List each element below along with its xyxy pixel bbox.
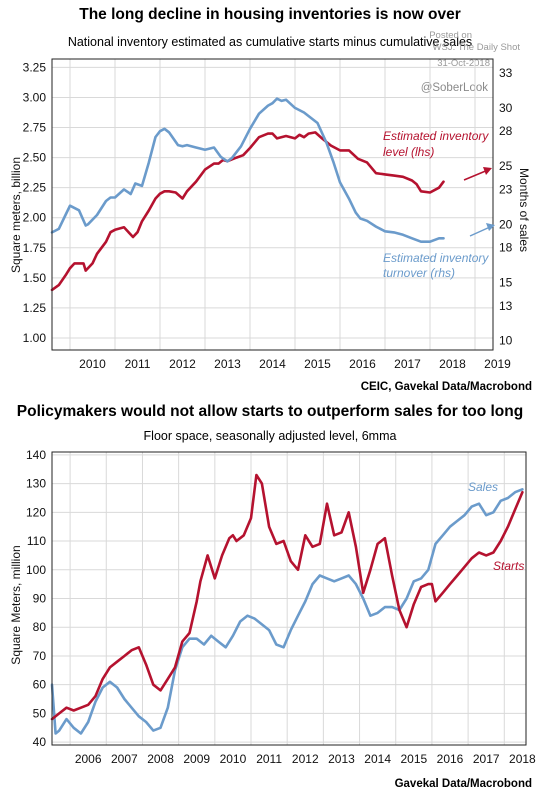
bottom-series-blue-line — [50, 487, 524, 735]
annotation-level-line1: Estimated inventory — [383, 129, 489, 143]
top-xtick-label: 2013 — [214, 357, 241, 371]
top-y2tick-label: 33 — [499, 66, 513, 80]
arrow-turnover-to-rhs — [469, 226, 491, 237]
bottom-xtick-label: 2007 — [111, 752, 138, 766]
bottom-ytick-label: 100 — [26, 563, 46, 577]
bottom-ytick-label: 120 — [26, 505, 46, 519]
top-xtick-label: 2012 — [169, 357, 196, 371]
bottom-chart-subtitle: Floor space, seasonally adjusted level, … — [144, 429, 397, 443]
top-left-axis-label: Square meters, billion — [9, 157, 23, 273]
bottom-xtick-label: 2009 — [183, 752, 210, 766]
bottom-ytick-label: 50 — [33, 706, 47, 720]
watermark-source: WSJ: The Daily Shot — [433, 42, 521, 53]
series-label-sales: Sales — [468, 480, 498, 494]
bottom-xtick-label: 2006 — [75, 752, 102, 766]
top-xtick-label: 2015 — [304, 357, 331, 371]
bottom-xtick-label: 2014 — [364, 752, 391, 766]
top-y2tick-label: 20 — [499, 217, 513, 231]
top-y2tick-label: 30 — [499, 101, 513, 115]
arrow-turnover-head — [486, 223, 495, 231]
top-y2tick-label: 28 — [499, 124, 513, 138]
top-xtick-label: 2011 — [125, 357, 151, 371]
top-y2tick-label: 10 — [499, 334, 513, 348]
watermark-handle: @SoberLook — [421, 82, 489, 94]
bottom-chart-source: Gavekal Data/Macrobond — [395, 778, 532, 790]
bottom-ytick-label: 110 — [27, 534, 46, 548]
bottom-xtick-label: 2012 — [292, 752, 319, 766]
top-ytick-label: 1.50 — [23, 271, 47, 285]
top-ytick-label: 2.75 — [23, 121, 47, 135]
bottom-xtick-label: 2010 — [220, 752, 247, 766]
top-ytick-label: 1.25 — [23, 301, 47, 315]
annotation-level-line2: level (lhs) — [383, 145, 434, 159]
watermark-date: 31-Oct-2018 — [437, 58, 490, 69]
top-plot-frame — [51, 58, 494, 351]
arrow-level-to-rhs — [463, 169, 489, 181]
bottom-xtick-label: 2013 — [328, 752, 355, 766]
top-right-axis-label: Months of sales — [517, 168, 531, 252]
bottom-ytick-label: 40 — [33, 735, 47, 749]
bottom-ytick-label: 60 — [33, 678, 47, 692]
top-chart-title: The long decline in housing inventories … — [79, 6, 461, 23]
top-y2tick-label: 23 — [499, 182, 513, 196]
top-xtick-label: 2010 — [79, 357, 106, 371]
bottom-xtick-label: 2017 — [473, 752, 500, 766]
bottom-ytick-label: 140 — [26, 448, 46, 462]
top-xtick-label: 2017 — [394, 357, 421, 371]
annotation-turnover-line1: Estimated inventory — [383, 251, 489, 265]
series-label-starts: Starts — [493, 559, 524, 573]
top-ytick-label: 2.50 — [23, 151, 47, 165]
bottom-ytick-label: 90 — [33, 592, 47, 606]
top-ytick-label: 2.00 — [23, 211, 47, 225]
top-series-blue-line — [50, 97, 445, 243]
bottom-chart: 40 50 60 70 80 90 100 110 120 130 140 2006 2007 2008 2… — [26, 448, 536, 766]
top-ytick-label: 3.25 — [23, 60, 47, 74]
top-chart-subtitle: National inventory estimated as cumulati… — [68, 35, 472, 49]
top-chart: 1.00 1.25 1.50 1.75 2.00 2.25 2.50 2.75 3.00 3.25… — [23, 58, 513, 371]
top-xtick-label: 2016 — [349, 357, 376, 371]
arrow-level-head — [483, 167, 492, 175]
bottom-xtick-label: 2011 — [256, 752, 282, 766]
top-xtick-label: 2014 — [259, 357, 286, 371]
top-y2tick-label: 25 — [499, 159, 513, 173]
bottom-xtick-label: 2008 — [147, 752, 174, 766]
annotation-turnover-line2: turnover (rhs) — [383, 266, 455, 280]
top-ytick-label: 2.25 — [23, 181, 47, 195]
top-ytick-label: 1.75 — [23, 241, 47, 255]
bottom-ytick-label: 80 — [33, 620, 47, 634]
top-y2tick-label: 13 — [499, 299, 513, 313]
top-chart-source: CEIC, Gavekal Data/Macrobond — [361, 381, 532, 393]
bottom-xtick-label: 2016 — [437, 752, 464, 766]
top-xtick-label: 2018 — [439, 357, 466, 371]
bottom-plot-frame — [51, 451, 527, 746]
bottom-ytick-label: 70 — [33, 649, 47, 663]
top-ytick-label: 3.00 — [23, 90, 47, 104]
bottom-axis-label: Square Meters, million — [9, 545, 23, 664]
bottom-series-red-line — [50, 473, 524, 721]
top-y2tick-label: 18 — [499, 241, 513, 255]
bottom-xtick-label: 2018 — [509, 752, 536, 766]
top-xtick-label: 2019 — [484, 357, 511, 371]
bottom-ytick-label: 130 — [26, 477, 46, 491]
bottom-xtick-label: 2015 — [400, 752, 427, 766]
top-ytick-label: 1.00 — [23, 331, 47, 345]
bottom-chart-title: Policymakers would not allow starts to o… — [17, 403, 523, 420]
top-y2tick-label: 15 — [499, 275, 513, 289]
watermark-posted: Posted on — [429, 30, 472, 41]
